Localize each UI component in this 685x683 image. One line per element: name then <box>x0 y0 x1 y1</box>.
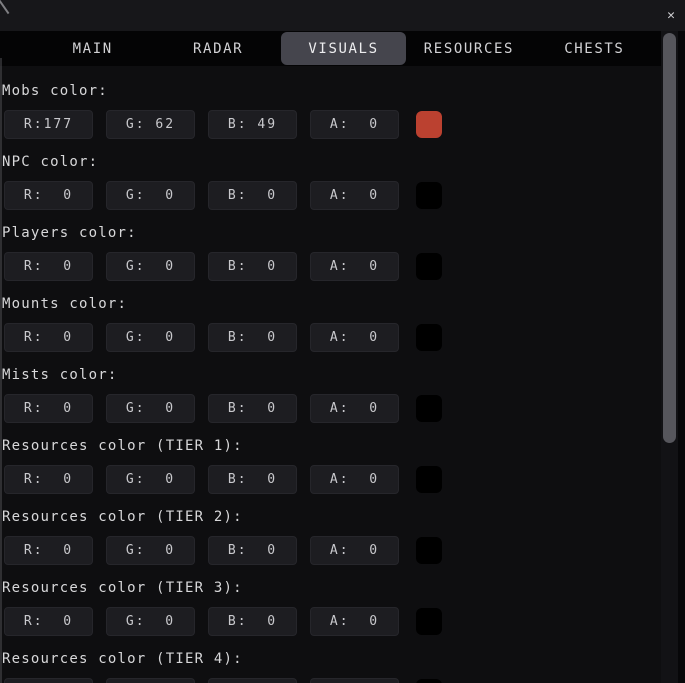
color-swatch[interactable] <box>416 111 442 138</box>
alpha-value-field[interactable]: A: 0 <box>310 536 399 565</box>
rgba-fields-row: R:177 G: 62 B: 49 A: 0 <box>4 110 661 139</box>
green-value-field[interactable]: G: 0 <box>106 536 195 565</box>
blue-value-field[interactable]: B: 0 <box>208 536 297 565</box>
alpha-value-field[interactable]: A: 0 <box>310 323 399 352</box>
color-section-label: Mists color: <box>2 367 118 383</box>
blue-value-field[interactable]: B: 0 <box>208 323 297 352</box>
rgba-fields-row: R: 0 G: 0 B: 0 A: 0 <box>4 607 661 636</box>
blue-value-field[interactable]: B: 0 <box>208 252 297 281</box>
title-bar: ✕ <box>0 0 685 31</box>
alpha-value-field[interactable]: A: 0 <box>310 252 399 281</box>
red-value-field[interactable]: R: 0 <box>4 323 93 352</box>
green-value-field[interactable] <box>106 678 195 683</box>
tab-bar: MAIN RADAR VISUALS RESOURCES CHESTS <box>0 31 685 66</box>
color-section-label: Mobs color: <box>2 83 108 99</box>
red-value-field[interactable]: R: 0 <box>4 536 93 565</box>
color-swatch[interactable] <box>416 253 442 280</box>
color-section: NPC color: R: 0 G: 0 B: 0 A: 0 <box>2 153 661 210</box>
close-icon[interactable]: ✕ <box>660 4 682 26</box>
tab-main[interactable]: MAIN <box>72 40 113 57</box>
color-swatch[interactable] <box>416 466 442 493</box>
color-swatch[interactable] <box>416 608 442 635</box>
green-value-field[interactable]: G: 62 <box>106 110 195 139</box>
blue-value-field[interactable]: B: 0 <box>208 181 297 210</box>
rgba-fields-row: R: 0 G: 0 B: 0 A: 0 <box>4 181 661 210</box>
color-swatch[interactable] <box>416 537 442 564</box>
red-value-field[interactable]: R: 0 <box>4 394 93 423</box>
color-swatch[interactable] <box>416 182 442 209</box>
red-value-field[interactable]: R: 0 <box>4 465 93 494</box>
alpha-value-field[interactable]: A: 0 <box>310 607 399 636</box>
color-section: Mobs color: R:177 G: 62 B: 49 A: 0 <box>2 82 661 139</box>
blue-value-field[interactable]: B: 49 <box>208 110 297 139</box>
alpha-value-field[interactable] <box>310 678 399 683</box>
blue-value-field[interactable]: B: 0 <box>208 465 297 494</box>
window-corner-resize-mark <box>0 0 10 15</box>
color-swatch[interactable] <box>416 395 442 422</box>
green-value-field[interactable]: G: 0 <box>106 181 195 210</box>
green-value-field[interactable]: G: 0 <box>106 252 195 281</box>
color-swatch[interactable] <box>416 679 442 683</box>
color-section-label: Mounts color: <box>2 296 128 312</box>
scrollbar-track[interactable] <box>661 31 678 683</box>
visuals-panel: Mobs color: R:177 G: 62 B: 49 A: 0 NPC c… <box>0 66 661 683</box>
rgba-fields-row: R: 0 G: 0 B: 0 A: 0 <box>4 536 661 565</box>
color-section: Resources color (TIER 1): R: 0 G: 0 B: 0… <box>2 437 661 494</box>
color-section-label: Resources color (TIER 4): <box>2 651 243 667</box>
alpha-value-field[interactable]: A: 0 <box>310 465 399 494</box>
window-right-edge <box>678 31 685 683</box>
color-section: Resources color (TIER 4): <box>2 650 661 683</box>
scrollbar-thumb[interactable] <box>663 33 676 443</box>
color-section-label: NPC color: <box>2 154 99 170</box>
color-section-label: Resources color (TIER 1): <box>2 438 243 454</box>
red-value-field[interactable]: R: 0 <box>4 181 93 210</box>
color-section: Mists color: R: 0 G: 0 B: 0 A: 0 <box>2 366 661 423</box>
tab-visuals[interactable]: VISUALS <box>280 32 407 65</box>
color-section: Resources color (TIER 2): R: 0 G: 0 B: 0… <box>2 508 661 565</box>
green-value-field[interactable]: G: 0 <box>106 323 195 352</box>
color-section-label: Resources color (TIER 2): <box>2 509 243 525</box>
blue-value-field[interactable] <box>208 678 297 683</box>
alpha-value-field[interactable]: A: 0 <box>310 110 399 139</box>
green-value-field[interactable]: G: 0 <box>106 394 195 423</box>
tab-chests[interactable]: CHESTS <box>564 40 625 57</box>
red-value-field[interactable]: R: 0 <box>4 607 93 636</box>
tab-resources[interactable]: RESOURCES <box>423 40 515 57</box>
color-swatch[interactable] <box>416 324 442 351</box>
window-left-edge <box>0 58 2 683</box>
color-section: Resources color (TIER 3): R: 0 G: 0 B: 0… <box>2 579 661 636</box>
color-section-label: Players color: <box>2 225 137 241</box>
alpha-value-field[interactable]: A: 0 <box>310 394 399 423</box>
red-value-field[interactable]: R:177 <box>4 110 93 139</box>
color-section: Mounts color: R: 0 G: 0 B: 0 A: 0 <box>2 295 661 352</box>
color-section: Players color: R: 0 G: 0 B: 0 A: 0 <box>2 224 661 281</box>
alpha-value-field[interactable]: A: 0 <box>310 181 399 210</box>
rgba-fields-row: R: 0 G: 0 B: 0 A: 0 <box>4 394 661 423</box>
green-value-field[interactable]: G: 0 <box>106 465 195 494</box>
green-value-field[interactable]: G: 0 <box>106 607 195 636</box>
rgba-fields-row: R: 0 G: 0 B: 0 A: 0 <box>4 465 661 494</box>
tab-radar[interactable]: RADAR <box>193 40 244 57</box>
color-section-label: Resources color (TIER 3): <box>2 580 243 596</box>
rgba-fields-row: R: 0 G: 0 B: 0 A: 0 <box>4 323 661 352</box>
blue-value-field[interactable]: B: 0 <box>208 394 297 423</box>
rgba-fields-row <box>4 678 661 683</box>
blue-value-field[interactable]: B: 0 <box>208 607 297 636</box>
red-value-field[interactable] <box>4 678 93 683</box>
rgba-fields-row: R: 0 G: 0 B: 0 A: 0 <box>4 252 661 281</box>
red-value-field[interactable]: R: 0 <box>4 252 93 281</box>
